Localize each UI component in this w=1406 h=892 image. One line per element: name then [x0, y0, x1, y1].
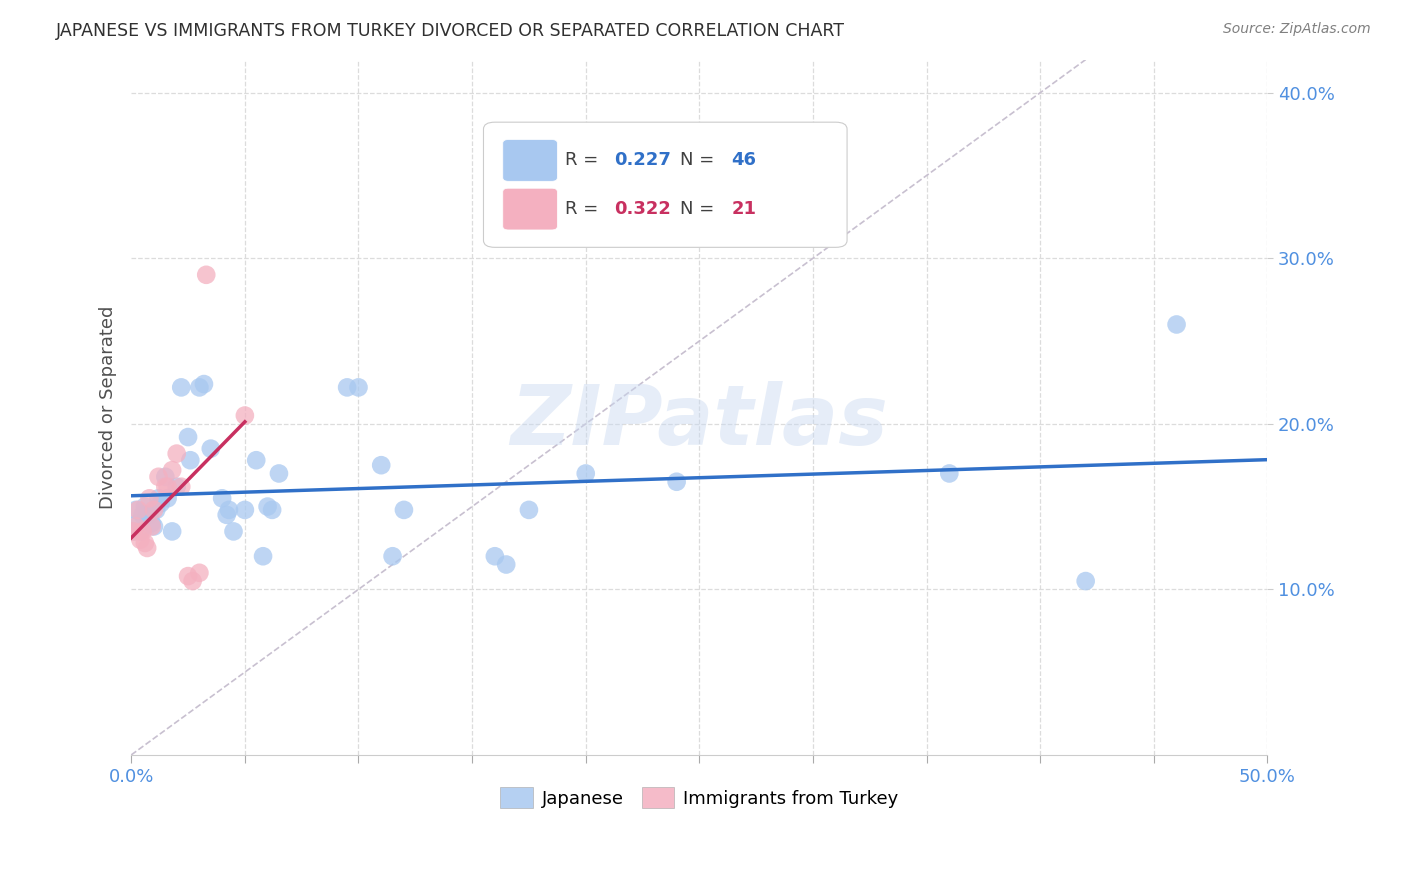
Point — [336, 380, 359, 394]
Point — [143, 519, 166, 533]
Point — [131, 524, 153, 539]
Point — [233, 503, 256, 517]
Point — [233, 409, 256, 423]
Point — [160, 463, 183, 477]
Point — [215, 508, 238, 522]
Point — [155, 470, 177, 484]
Point — [160, 524, 183, 539]
Text: ZIPatlas: ZIPatlas — [510, 381, 889, 462]
Point — [138, 508, 160, 522]
FancyBboxPatch shape — [484, 122, 846, 247]
Point — [1074, 574, 1097, 588]
Point — [245, 453, 267, 467]
Text: 0.322: 0.322 — [614, 200, 671, 218]
Text: N =: N = — [681, 152, 720, 169]
Point — [127, 503, 149, 517]
Point — [181, 574, 204, 588]
Point — [252, 549, 274, 564]
Point — [177, 569, 200, 583]
Point — [125, 503, 148, 517]
Point — [665, 475, 688, 489]
Point — [484, 549, 506, 564]
Point — [131, 508, 153, 522]
Point — [347, 380, 370, 394]
Point — [127, 516, 149, 530]
Point — [370, 458, 392, 473]
Point — [195, 268, 218, 282]
Point — [517, 503, 540, 517]
Point — [179, 453, 201, 467]
Point — [392, 503, 415, 517]
Point — [495, 558, 517, 572]
Point — [134, 500, 156, 514]
Point — [575, 467, 598, 481]
Point — [143, 503, 166, 517]
Point — [211, 491, 233, 506]
Point — [141, 519, 163, 533]
Point — [148, 491, 170, 506]
FancyBboxPatch shape — [503, 188, 557, 230]
Point — [156, 480, 179, 494]
Point — [136, 508, 159, 522]
Point — [166, 447, 188, 461]
Point — [141, 516, 163, 530]
Point — [156, 491, 179, 506]
Text: 21: 21 — [731, 200, 756, 218]
Point — [170, 380, 193, 394]
Text: R =: R = — [565, 200, 605, 218]
Point — [129, 524, 152, 539]
Point — [1166, 318, 1188, 332]
Text: N =: N = — [681, 200, 720, 218]
Point — [149, 496, 172, 510]
Point — [188, 566, 211, 580]
Y-axis label: Divorced or Separated: Divorced or Separated — [100, 306, 117, 509]
Point — [122, 524, 145, 539]
Point — [148, 470, 170, 484]
Point — [155, 480, 177, 494]
Point — [938, 467, 960, 481]
Text: JAPANESE VS IMMIGRANTS FROM TURKEY DIVORCED OR SEPARATED CORRELATION CHART: JAPANESE VS IMMIGRANTS FROM TURKEY DIVOR… — [56, 22, 845, 40]
Text: 46: 46 — [731, 152, 756, 169]
Point — [188, 380, 211, 394]
Text: Source: ZipAtlas.com: Source: ZipAtlas.com — [1223, 22, 1371, 37]
Point — [222, 524, 245, 539]
Point — [129, 533, 152, 547]
Point — [134, 536, 156, 550]
Point — [193, 377, 215, 392]
Point — [200, 442, 222, 456]
Point — [267, 467, 290, 481]
Point — [138, 491, 160, 506]
Point — [256, 500, 278, 514]
Point — [170, 480, 193, 494]
Point — [145, 503, 167, 517]
Point — [125, 519, 148, 533]
Text: R =: R = — [565, 152, 605, 169]
Text: 0.227: 0.227 — [614, 152, 671, 169]
Point — [177, 430, 200, 444]
Point — [166, 480, 188, 494]
FancyBboxPatch shape — [503, 139, 557, 181]
Point — [381, 549, 404, 564]
Point — [136, 541, 159, 555]
Point — [262, 503, 284, 517]
Legend: Japanese, Immigrants from Turkey: Japanese, Immigrants from Turkey — [494, 780, 905, 815]
Point — [122, 524, 145, 539]
Point — [218, 503, 240, 517]
